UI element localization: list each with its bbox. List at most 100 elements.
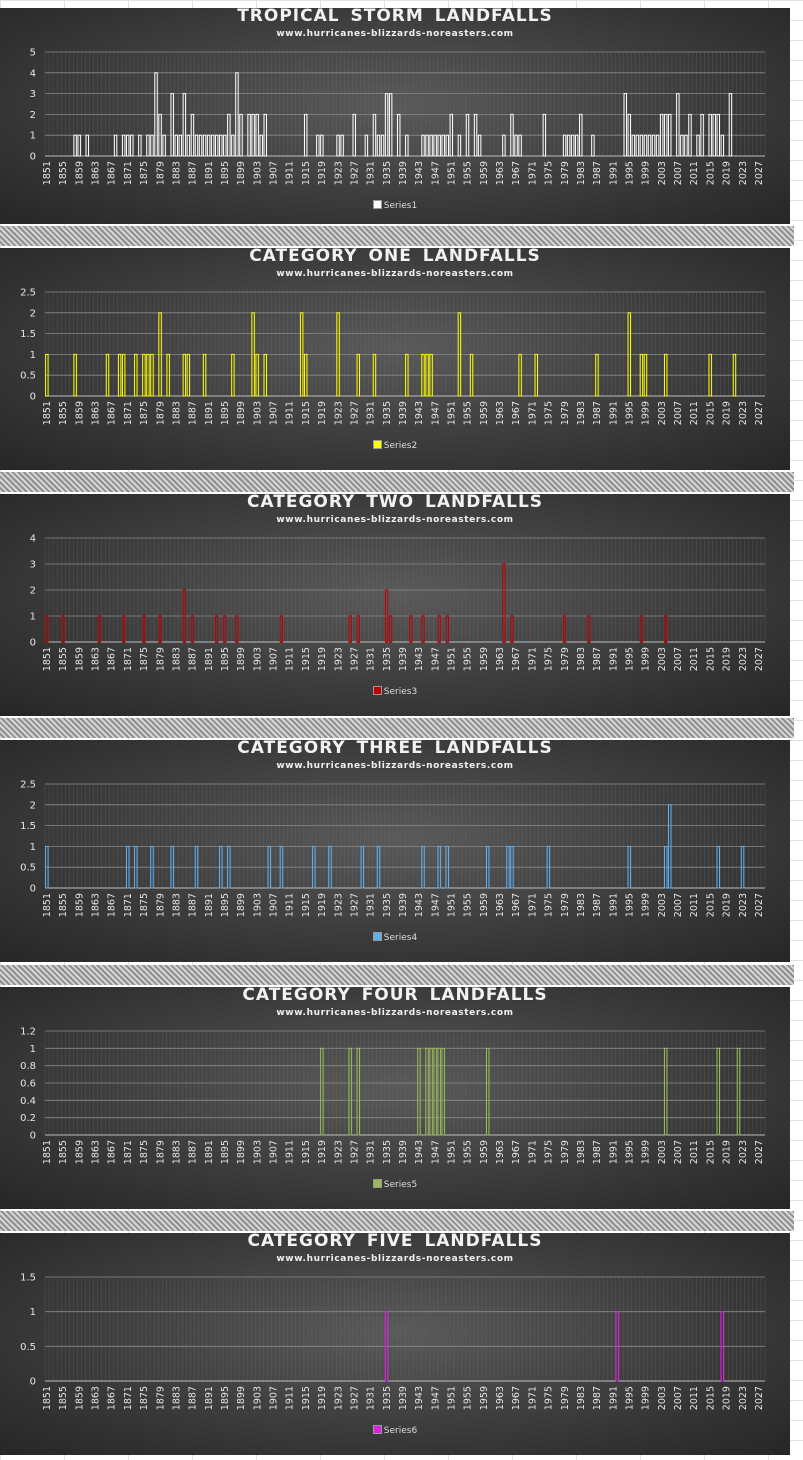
x-tick-label: 1995 — [624, 647, 635, 671]
x-tick-label: 1871 — [123, 1140, 134, 1164]
bar — [186, 353, 191, 397]
x-tick-label: 1879 — [155, 647, 166, 671]
x-tick-label: 1999 — [641, 161, 652, 185]
x-tick-label: 2019 — [722, 647, 733, 671]
x-tick-label: 2015 — [705, 1386, 716, 1410]
x-tick-label: 1899 — [236, 1386, 247, 1410]
x-tick-label: 1939 — [398, 401, 409, 425]
bar — [647, 134, 652, 157]
x-tick-label: 1895 — [220, 1140, 231, 1164]
chart-legend[interactable]: Series5 — [0, 1179, 790, 1190]
chart-legend[interactable]: Series2 — [0, 440, 790, 451]
bar — [534, 353, 538, 397]
chart-panel-3[interactable]: CATEGORY TWO LANDFALLS www.hurricanes-bli… — [0, 492, 790, 716]
bar — [716, 845, 721, 889]
chart-subtitle: www.hurricanes-blizzards-noreasters.com — [276, 269, 514, 279]
bar — [425, 1047, 429, 1136]
x-tick-label: 1987 — [592, 893, 603, 917]
x-tick-label: 2023 — [738, 401, 749, 425]
bar — [473, 113, 478, 157]
x-tick-label: 2027 — [754, 647, 765, 671]
chart-panel-5[interactable]: CATEGORY FOUR LANDFALLS www.hurricanes-bl… — [0, 985, 790, 1209]
chart-legend[interactable]: Series4 — [0, 932, 790, 943]
legend-label: Series5 — [383, 1180, 418, 1190]
x-tick-label: 1895 — [220, 161, 231, 185]
x-tick-label: 2027 — [754, 161, 765, 185]
chart-legend[interactable]: Series3 — [0, 686, 790, 697]
bar — [336, 134, 340, 157]
chart-title: CATEGORY TWO LANDFALLS — [246, 492, 544, 512]
x-tick-label: 2011 — [689, 1140, 700, 1164]
bar — [372, 353, 377, 397]
x-tick-label: 1979 — [560, 1386, 571, 1410]
legend-label: Series2 — [383, 441, 418, 451]
bar — [364, 134, 369, 157]
bar — [134, 845, 138, 889]
legend-swatch — [372, 1425, 382, 1434]
x-tick-label: 1991 — [608, 1386, 619, 1410]
chart-panel-2[interactable]: CATEGORY ONE LANDFALLS www.hurricanes-bli… — [0, 246, 790, 470]
bar — [518, 353, 522, 397]
y-tick-label: 0.5 — [20, 863, 36, 874]
x-tick-label: 1967 — [511, 647, 522, 671]
bar — [429, 1047, 433, 1136]
bar — [356, 353, 361, 397]
bar — [676, 93, 680, 157]
x-tick-label: 1955 — [463, 893, 474, 917]
x-tick-label: 1999 — [641, 401, 652, 425]
y-tick-label: 1.5 — [20, 1273, 36, 1284]
x-tick-label: 2011 — [689, 161, 700, 185]
chart-legend[interactable]: Series6 — [0, 1425, 790, 1436]
x-tick-label: 1915 — [301, 401, 312, 425]
bar — [303, 353, 308, 397]
bar — [663, 845, 668, 889]
chart-panel-1[interactable]: TROPICAL STORM LANDFALLS www.hurricanes-b… — [0, 6, 790, 224]
x-tick-label: 1911 — [285, 161, 296, 185]
bar — [615, 1311, 619, 1382]
bar — [190, 113, 195, 157]
bar — [421, 615, 425, 643]
x-tick-label: 1931 — [366, 1140, 377, 1164]
bar — [449, 113, 454, 157]
legend-swatch — [372, 200, 382, 209]
x-tick-label: 2023 — [738, 161, 749, 185]
chart-plot: 0 0.2 0.4 0.6 0.8 1 1.2 1851 1855 1859 1863 1867 187… — [20, 1027, 766, 1164]
y-tick-label: 2 — [30, 586, 36, 597]
x-tick-label: 2015 — [705, 647, 716, 671]
x-tick-label: 1851 — [42, 647, 53, 671]
bar — [263, 113, 267, 157]
bar — [688, 113, 692, 157]
bar — [227, 113, 231, 157]
chart-panel-4[interactable]: CATEGORY THREE LANDFALLS www.hurricanes-b… — [0, 738, 790, 962]
x-tick-label: 1899 — [236, 401, 247, 425]
chart-plot: 0 0.5 1 1.5 1851 1855 1859 1863 1867 1871 1875 1879… — [20, 1273, 766, 1410]
x-tick-label: 1927 — [349, 647, 360, 671]
x-tick-label: 1943 — [414, 647, 425, 671]
bar — [433, 1047, 437, 1136]
bar — [437, 615, 441, 643]
x-tick-label: 2011 — [689, 893, 700, 917]
x-tick-label: 1855 — [58, 647, 69, 671]
x-tick-label: 1963 — [495, 647, 506, 671]
x-tick-label: 1975 — [544, 1140, 555, 1164]
bar — [469, 353, 474, 397]
x-tick-label: 1855 — [58, 401, 69, 425]
x-tick-label: 2007 — [673, 647, 684, 671]
chart-legend[interactable]: Series1 — [0, 200, 790, 211]
bar — [231, 134, 235, 157]
x-tick-label: 1855 — [58, 1140, 69, 1164]
x-tick-label: 1991 — [608, 893, 619, 917]
x-tick-label: 1975 — [544, 161, 555, 185]
x-tick-label: 1903 — [252, 1386, 263, 1410]
bar — [429, 353, 433, 397]
bar — [445, 134, 449, 157]
x-tick-label: 1931 — [366, 161, 377, 185]
bar — [170, 845, 174, 889]
chart-panel-6[interactable]: CATEGORY FIVE LANDFALLS www.hurricanes-bl… — [0, 1231, 790, 1455]
x-tick-label: 1951 — [447, 161, 458, 185]
bar — [251, 113, 255, 157]
bar — [162, 134, 166, 157]
legend-swatch — [372, 440, 382, 449]
bar — [130, 134, 134, 157]
x-tick-label: 1867 — [107, 647, 118, 671]
